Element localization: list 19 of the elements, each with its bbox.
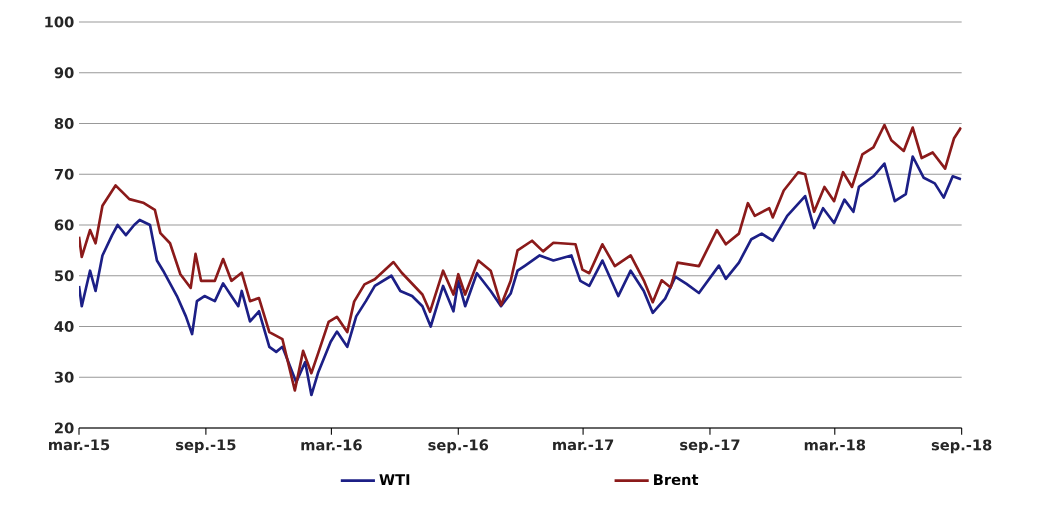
x-tick-label: mar.-16 — [301, 439, 362, 451]
legend-label: Brent — [654, 474, 699, 486]
y-tick-label: 100 — [45, 16, 74, 28]
y-tick-label: 90 — [54, 67, 74, 79]
x-tick-label: mar.-17 — [553, 439, 614, 451]
x-tick-label: sep.-18 — [931, 439, 992, 454]
x-tick-label: sep.-15 — [176, 439, 236, 454]
y-tick-label: 20 — [55, 422, 74, 434]
y-tick-label: 50 — [55, 270, 74, 282]
x-tick-label: mar.-15 — [49, 439, 110, 451]
x-tick-label: sep.-16 — [428, 439, 489, 454]
y-tick-label: 60 — [54, 219, 74, 231]
x-tick-label: mar.-18 — [804, 439, 866, 451]
y-tick-label: 30 — [54, 371, 74, 383]
y-tick-label: 70 — [54, 168, 74, 180]
legend-label: WTI — [379, 474, 410, 485]
y-tick-label: 80 — [54, 117, 74, 130]
y-tick-label: 40 — [54, 320, 74, 333]
x-tick-label: sep.-17 — [680, 439, 740, 454]
